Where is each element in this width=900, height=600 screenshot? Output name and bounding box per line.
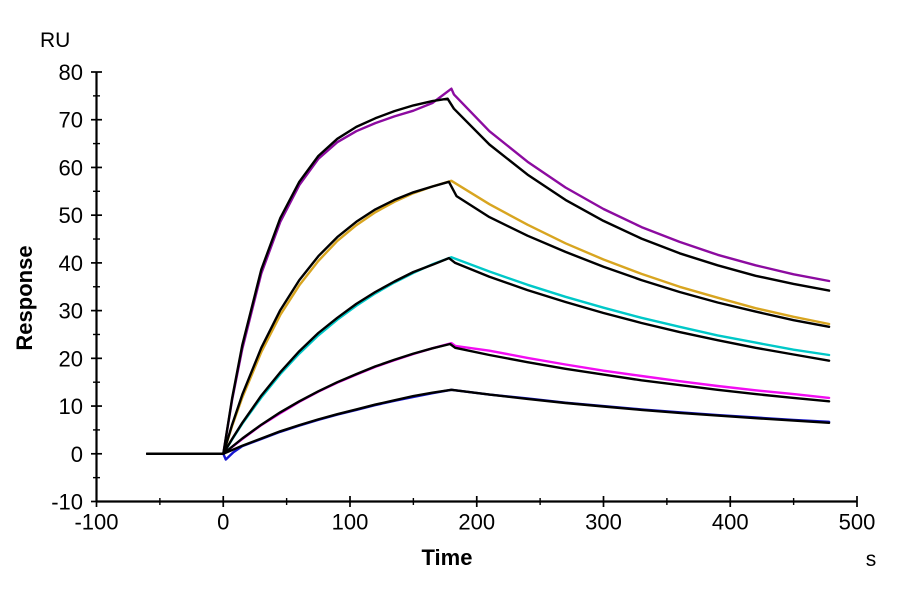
y-tick-label: 0 [71,442,83,467]
x-axis-unit-label: s [866,548,877,571]
series-path-curve-5-data [146,388,831,461]
x-tick-label: 500 [839,510,876,535]
series-path-curve-2-fit [146,180,831,455]
y-tick-label: -10 [51,490,83,515]
labels-layer: RU Response Time s [12,29,876,571]
series-layer [146,87,831,461]
y-tick-label: 60 [59,155,83,180]
x-axis-title: Time [422,545,473,570]
y-tick-label: 80 [59,60,83,85]
y-axis-unit-label: RU [40,29,70,52]
y-tick-label: 50 [59,203,83,228]
x-tick-label: 200 [458,510,495,535]
y-tick-label: 40 [59,251,83,276]
series-path-curve-5-fit [146,388,831,455]
x-tick-label: -100 [74,510,118,535]
series-path-curve-1-fit [146,97,831,455]
y-tick-label: 70 [59,108,83,133]
x-tick-label: 100 [332,510,369,535]
y-axis-title: Response [12,245,37,350]
y-tick-label: 20 [59,346,83,371]
series-path-curve-1-data [146,87,831,455]
x-tick-label: 300 [585,510,622,535]
x-tick-label: 400 [712,510,749,535]
x-tick-label: 0 [217,510,229,535]
y-tick-label: 30 [59,299,83,324]
series-path-curve-3-fit [146,256,831,455]
series-path-curve-4-fit [146,342,831,455]
series-path-curve-4-data [146,341,831,455]
y-tick-label: 10 [59,394,83,419]
